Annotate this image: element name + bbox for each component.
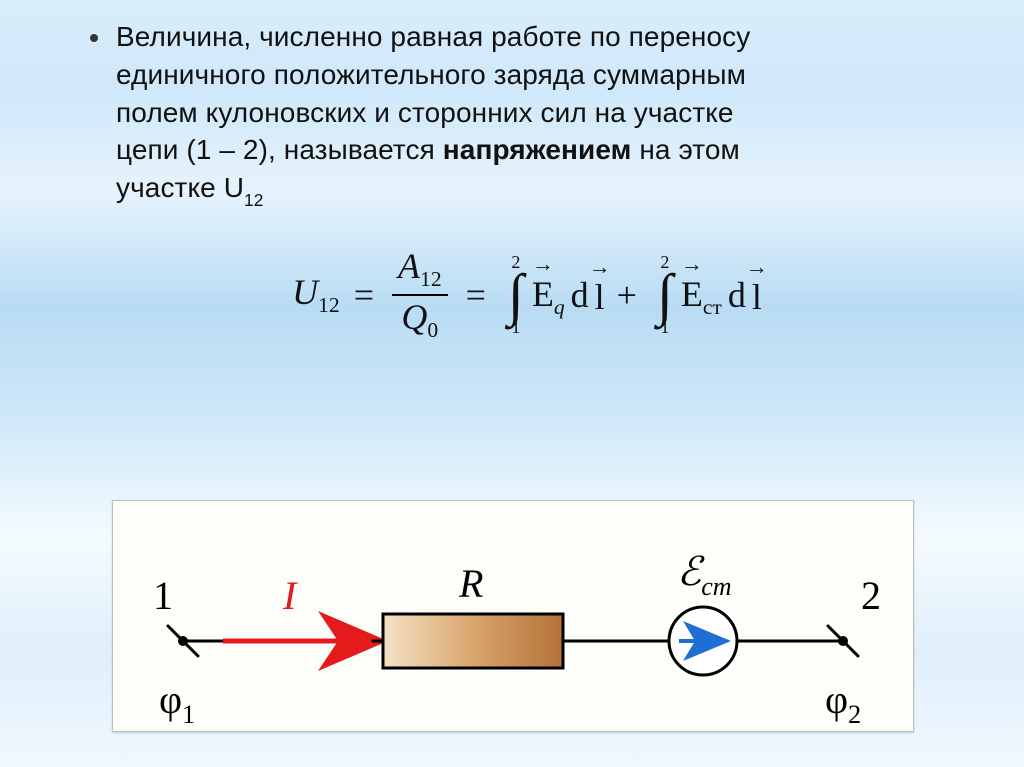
f-Eq: Eq bbox=[532, 269, 565, 320]
f-A: A12 bbox=[392, 248, 448, 291]
f-Q: Q0 bbox=[395, 299, 444, 342]
para-line4c: на этом bbox=[631, 134, 739, 165]
para-line5-sub: 12 bbox=[244, 190, 264, 210]
para-line3: полем кулоновских и сторонних сил на уча… bbox=[116, 97, 734, 128]
f-l1: l bbox=[595, 272, 605, 318]
para-line5a: участке U bbox=[116, 172, 244, 203]
f-plus: + bbox=[617, 274, 637, 316]
f-d2: d bbox=[728, 274, 746, 316]
f-int1: 2 ∫ 1 bbox=[508, 255, 524, 335]
para-line1: Величина, численно равная работе по пере… bbox=[116, 21, 750, 52]
f-eq1: = bbox=[354, 274, 374, 316]
f-fracbar bbox=[392, 294, 448, 296]
circuit-diagram: 1 I R ℰст 2 φ1 φ2 bbox=[112, 500, 914, 732]
circuit-svg: 1 I R ℰст 2 φ1 φ2 bbox=[113, 501, 913, 731]
f-eq2: = bbox=[466, 274, 486, 316]
emf-label: ℰст bbox=[677, 549, 732, 601]
f-l2: l bbox=[752, 272, 762, 318]
f-int2: 2 ∫ 1 bbox=[657, 255, 673, 335]
phi2-label: φ2 bbox=[825, 677, 861, 729]
formula-container: U12 = A12 Q0 = 2 ∫ 1 Eq dl + 2 ∫ 1 Eст d bbox=[90, 248, 964, 342]
para-line2: единичного положительного заряда суммарн… bbox=[116, 59, 746, 90]
f-d1: d bbox=[571, 274, 589, 316]
I-label: I bbox=[282, 573, 298, 618]
f-frac: A12 Q0 bbox=[392, 248, 448, 342]
slide: Величина, численно равная работе по пере… bbox=[0, 0, 1024, 767]
node1-label: 1 bbox=[153, 573, 173, 618]
f-Est: Eст bbox=[681, 269, 722, 320]
R-label: R bbox=[458, 561, 483, 606]
phi1-label: φ1 bbox=[159, 677, 195, 729]
para-line4a: цепи (1 – 2), называется bbox=[116, 134, 443, 165]
bullet-row: Величина, численно равная работе по пере… bbox=[90, 18, 964, 210]
f-U: U12 bbox=[292, 271, 340, 318]
bullet-icon bbox=[90, 34, 98, 42]
node2-label: 2 bbox=[861, 573, 881, 618]
terminal-2-dot bbox=[838, 636, 848, 646]
para-line4-bold: напряжением bbox=[443, 134, 632, 165]
resistor bbox=[383, 614, 563, 668]
formula: U12 = A12 Q0 = 2 ∫ 1 Eq dl + 2 ∫ 1 Eст d bbox=[292, 248, 762, 342]
paragraph: Величина, численно равная работе по пере… bbox=[116, 18, 750, 210]
